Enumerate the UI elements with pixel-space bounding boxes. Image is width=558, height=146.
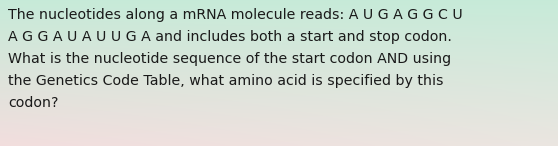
- Text: codon?: codon?: [8, 96, 59, 110]
- Text: The nucleotides along a mRNA molecule reads: A U G A G G C U: The nucleotides along a mRNA molecule re…: [8, 8, 463, 22]
- Text: the Genetics Code Table, what amino acid is specified by this: the Genetics Code Table, what amino acid…: [8, 74, 444, 88]
- Text: What is the nucleotide sequence of the start codon AND using: What is the nucleotide sequence of the s…: [8, 52, 451, 66]
- Text: A G G A U A U U G A and includes both a start and stop codon.: A G G A U A U U G A and includes both a …: [8, 30, 452, 44]
